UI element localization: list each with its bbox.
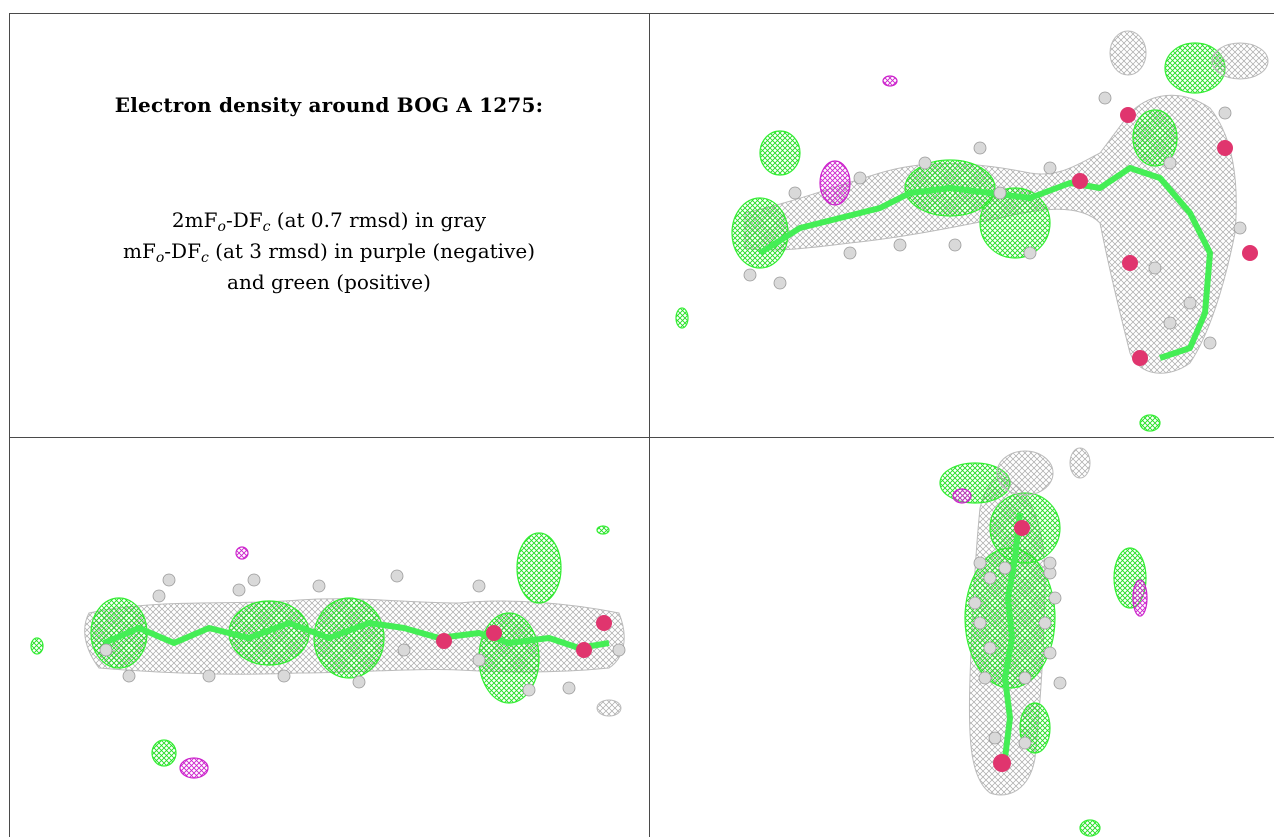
density-mesh-negative [819, 160, 851, 206]
caption-line-colors: and green (positive) [227, 270, 431, 294]
atom-oxygen [1217, 140, 1233, 156]
density-view-bottom-left [9, 438, 649, 837]
atom-oxygen [1120, 107, 1136, 123]
density-mesh-gray [1211, 42, 1269, 80]
density-mesh-positive [516, 532, 562, 604]
caption-description: 2mFo-DFc (at 0.7 rmsd) in gray mFo-DFc (… [9, 205, 649, 298]
density-mesh-negative [1132, 579, 1148, 617]
density-mesh-positive [1132, 109, 1178, 167]
density-mesh-positive [313, 597, 385, 679]
density-mesh-positive [596, 525, 610, 535]
density-mesh-positive [731, 197, 789, 269]
atom-oxygen [1122, 255, 1138, 271]
atom-oxygen [486, 625, 502, 641]
density-mesh-positive [675, 307, 689, 329]
caption-line-fofc: mFo-DFc (at 3 rmsd) in purple (negative) [123, 239, 535, 266]
caption-line-2fofc: 2mFo-DFc (at 0.7 rmsd) in gray [171, 208, 487, 235]
atoms-hydrogen [99, 569, 626, 697]
density-mesh-gray [1069, 447, 1091, 479]
atom-oxygen [436, 633, 452, 649]
grid-divider-vertical [649, 13, 650, 837]
density-render-3 [939, 447, 1148, 837]
molecule-bonds [1002, 512, 1023, 759]
caption-cell: Electron density around BOG A 1275: 2mFo… [9, 13, 649, 437]
density-mesh-gray [744, 94, 1237, 374]
atom-oxygen [1242, 245, 1258, 261]
density-mesh-positive [30, 637, 44, 655]
density-mesh-gray [596, 699, 622, 717]
atom-oxygen [993, 754, 1011, 772]
density-mesh-negative [179, 757, 209, 779]
density-mesh-gray [996, 450, 1054, 496]
molecule-bonds [102, 620, 610, 651]
density-mesh-positive [151, 739, 177, 767]
atom-oxygen [576, 642, 592, 658]
density-mesh-negative [952, 488, 972, 504]
atom-oxygen [596, 615, 612, 631]
density-mesh-negative [235, 546, 249, 560]
density-render-2 [30, 525, 626, 779]
atom-oxygen [1072, 173, 1088, 189]
density-mesh-positive [759, 130, 801, 176]
density-mesh-positive [1139, 414, 1161, 432]
molecule-bonds [758, 165, 1213, 361]
caption-title: Electron density around BOG A 1275: [114, 93, 544, 117]
grid-border-top [9, 13, 1274, 14]
atom-oxygen [1014, 520, 1030, 536]
figure-grid: Electron density around BOG A 1275: 2mFo… [9, 13, 1274, 837]
density-mesh-positive [90, 597, 148, 669]
grid-divider-horizontal [9, 437, 1274, 438]
density-mesh-positive [1079, 819, 1101, 837]
density-mesh-positive [979, 187, 1051, 259]
atom-oxygen [1132, 350, 1148, 366]
atoms-hydrogen [968, 556, 1067, 750]
density-view-bottom-right [650, 438, 1274, 837]
grid-border-left [9, 13, 10, 837]
density-mesh-gray [1109, 30, 1147, 76]
density-render-1 [675, 30, 1269, 432]
atoms-hydrogen [743, 91, 1247, 350]
density-mesh-negative [882, 75, 898, 87]
density-view-top-right [650, 13, 1274, 437]
